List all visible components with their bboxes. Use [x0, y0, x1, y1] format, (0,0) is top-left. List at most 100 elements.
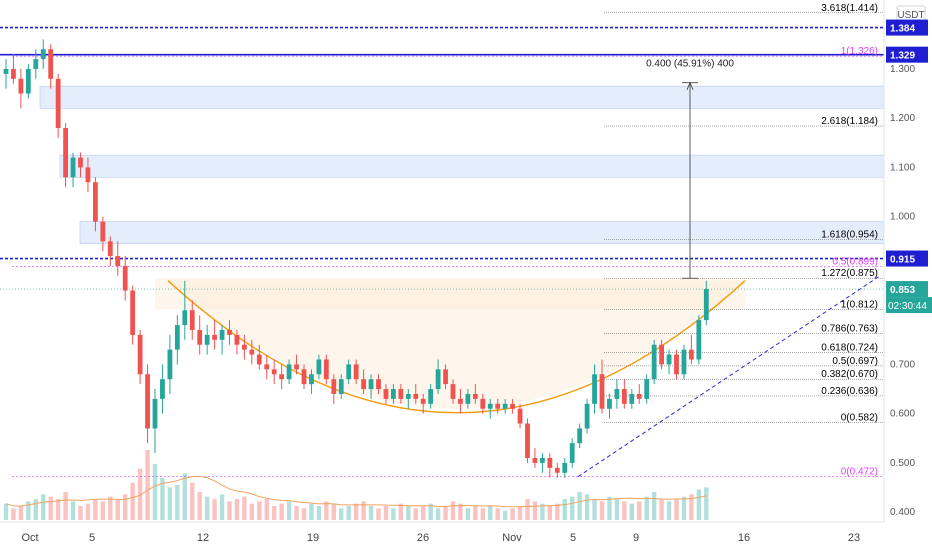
candle-body[interactable]	[130, 290, 136, 335]
volume-bar	[406, 506, 411, 520]
candle-body[interactable]	[234, 334, 240, 345]
candle-body[interactable]	[93, 182, 98, 222]
candle-body[interactable]	[361, 379, 366, 390]
candle-body[interactable]	[346, 364, 352, 380]
candle-body[interactable]	[376, 379, 381, 390]
candle-body[interactable]	[316, 359, 322, 375]
candle-body[interactable]	[301, 369, 307, 385]
candle-body[interactable]	[122, 265, 128, 291]
candle-body[interactable]	[145, 374, 150, 429]
candle-body[interactable]	[621, 389, 627, 404]
candle-body[interactable]	[353, 364, 359, 380]
candle-body[interactable]	[428, 389, 434, 404]
candle-body[interactable]	[525, 423, 530, 458]
candle-body[interactable]	[182, 310, 188, 326]
candle-body[interactable]	[681, 349, 687, 375]
candle-body[interactable]	[368, 379, 374, 390]
candle-body[interactable]	[532, 457, 538, 463]
candle-body[interactable]	[495, 403, 501, 409]
candle-body[interactable]	[659, 344, 664, 365]
candle-body[interactable]	[286, 364, 292, 380]
candle-body[interactable]	[160, 379, 165, 399]
candle-body[interactable]	[413, 393, 419, 399]
candle-body[interactable]	[674, 354, 679, 375]
candle-body[interactable]	[562, 462, 568, 473]
candle-body[interactable]	[405, 393, 411, 399]
candle-body[interactable]	[70, 157, 76, 178]
candle-body[interactable]	[584, 403, 590, 429]
candle-body[interactable]	[458, 398, 463, 404]
candle-body[interactable]	[569, 443, 575, 463]
candle-body[interactable]	[629, 393, 635, 404]
candle-body[interactable]	[420, 398, 426, 404]
candle-body[interactable]	[443, 369, 448, 385]
candle-body[interactable]	[398, 389, 404, 399]
candle-body[interactable]	[33, 59, 39, 69]
candle-body[interactable]	[644, 379, 650, 399]
candle-body[interactable]	[502, 403, 508, 409]
candle-body[interactable]	[465, 393, 471, 404]
candle-body[interactable]	[577, 428, 583, 444]
candle-body[interactable]	[607, 398, 612, 409]
candle-body[interactable]	[510, 403, 515, 409]
candle-body[interactable]	[55, 78, 61, 129]
candle-body[interactable]	[197, 329, 203, 345]
candle-body[interactable]	[167, 349, 173, 380]
candle-body[interactable]	[614, 389, 620, 399]
candle-body[interactable]	[107, 241, 113, 257]
candle-body[interactable]	[242, 344, 247, 350]
candle-body[interactable]	[78, 157, 83, 168]
candle-body[interactable]	[100, 221, 106, 242]
candle-body[interactable]	[264, 364, 270, 370]
candle-body[interactable]	[540, 457, 545, 463]
candle-body[interactable]	[651, 344, 657, 380]
candle-body[interactable]	[338, 379, 344, 394]
candle-body[interactable]	[63, 128, 68, 178]
candle-body[interactable]	[599, 374, 605, 409]
candle-body[interactable]	[309, 374, 314, 385]
candle-body[interactable]	[383, 389, 389, 399]
candle-body[interactable]	[256, 354, 262, 365]
candle-body[interactable]	[115, 256, 121, 266]
candle-body[interactable]	[249, 349, 255, 355]
candle-body[interactable]	[472, 393, 478, 399]
volume-bar	[190, 482, 195, 520]
candle-body[interactable]	[547, 457, 553, 468]
candle-body[interactable]	[480, 398, 486, 409]
candle-body[interactable]	[40, 49, 46, 60]
candle-body[interactable]	[435, 369, 441, 390]
candle-body[interactable]	[592, 374, 597, 404]
candle-body[interactable]	[450, 384, 456, 399]
candle-body[interactable]	[271, 369, 277, 375]
candle-body[interactable]	[212, 334, 217, 340]
candle-body[interactable]	[554, 467, 560, 473]
candle-body[interactable]	[219, 329, 225, 340]
handle-zone	[155, 278, 745, 310]
volume-bar	[696, 489, 702, 520]
candle-body[interactable]	[294, 364, 299, 370]
candle-body[interactable]	[137, 334, 143, 375]
candle-body[interactable]	[25, 68, 31, 94]
candle-body[interactable]	[18, 78, 24, 94]
candle-body[interactable]	[703, 289, 709, 321]
candle-body[interactable]	[696, 320, 702, 360]
candle-body[interactable]	[189, 310, 195, 330]
candle-body[interactable]	[279, 374, 285, 380]
candle-body[interactable]	[152, 398, 158, 429]
candle-body[interactable]	[636, 393, 642, 399]
candle-body[interactable]	[3, 68, 9, 74]
candle-body[interactable]	[174, 325, 180, 350]
candle-body[interactable]	[689, 349, 694, 360]
candle-body[interactable]	[517, 408, 523, 424]
candle-body[interactable]	[204, 334, 210, 345]
candle-body[interactable]	[331, 379, 337, 394]
candle-body[interactable]	[85, 167, 91, 183]
candle-body[interactable]	[666, 354, 672, 365]
candle-body[interactable]	[323, 359, 329, 380]
candle-body[interactable]	[48, 49, 54, 79]
candle-body[interactable]	[391, 389, 396, 399]
candle-body[interactable]	[11, 68, 16, 79]
candle-body[interactable]	[227, 329, 232, 335]
candle-body[interactable]	[487, 403, 493, 409]
